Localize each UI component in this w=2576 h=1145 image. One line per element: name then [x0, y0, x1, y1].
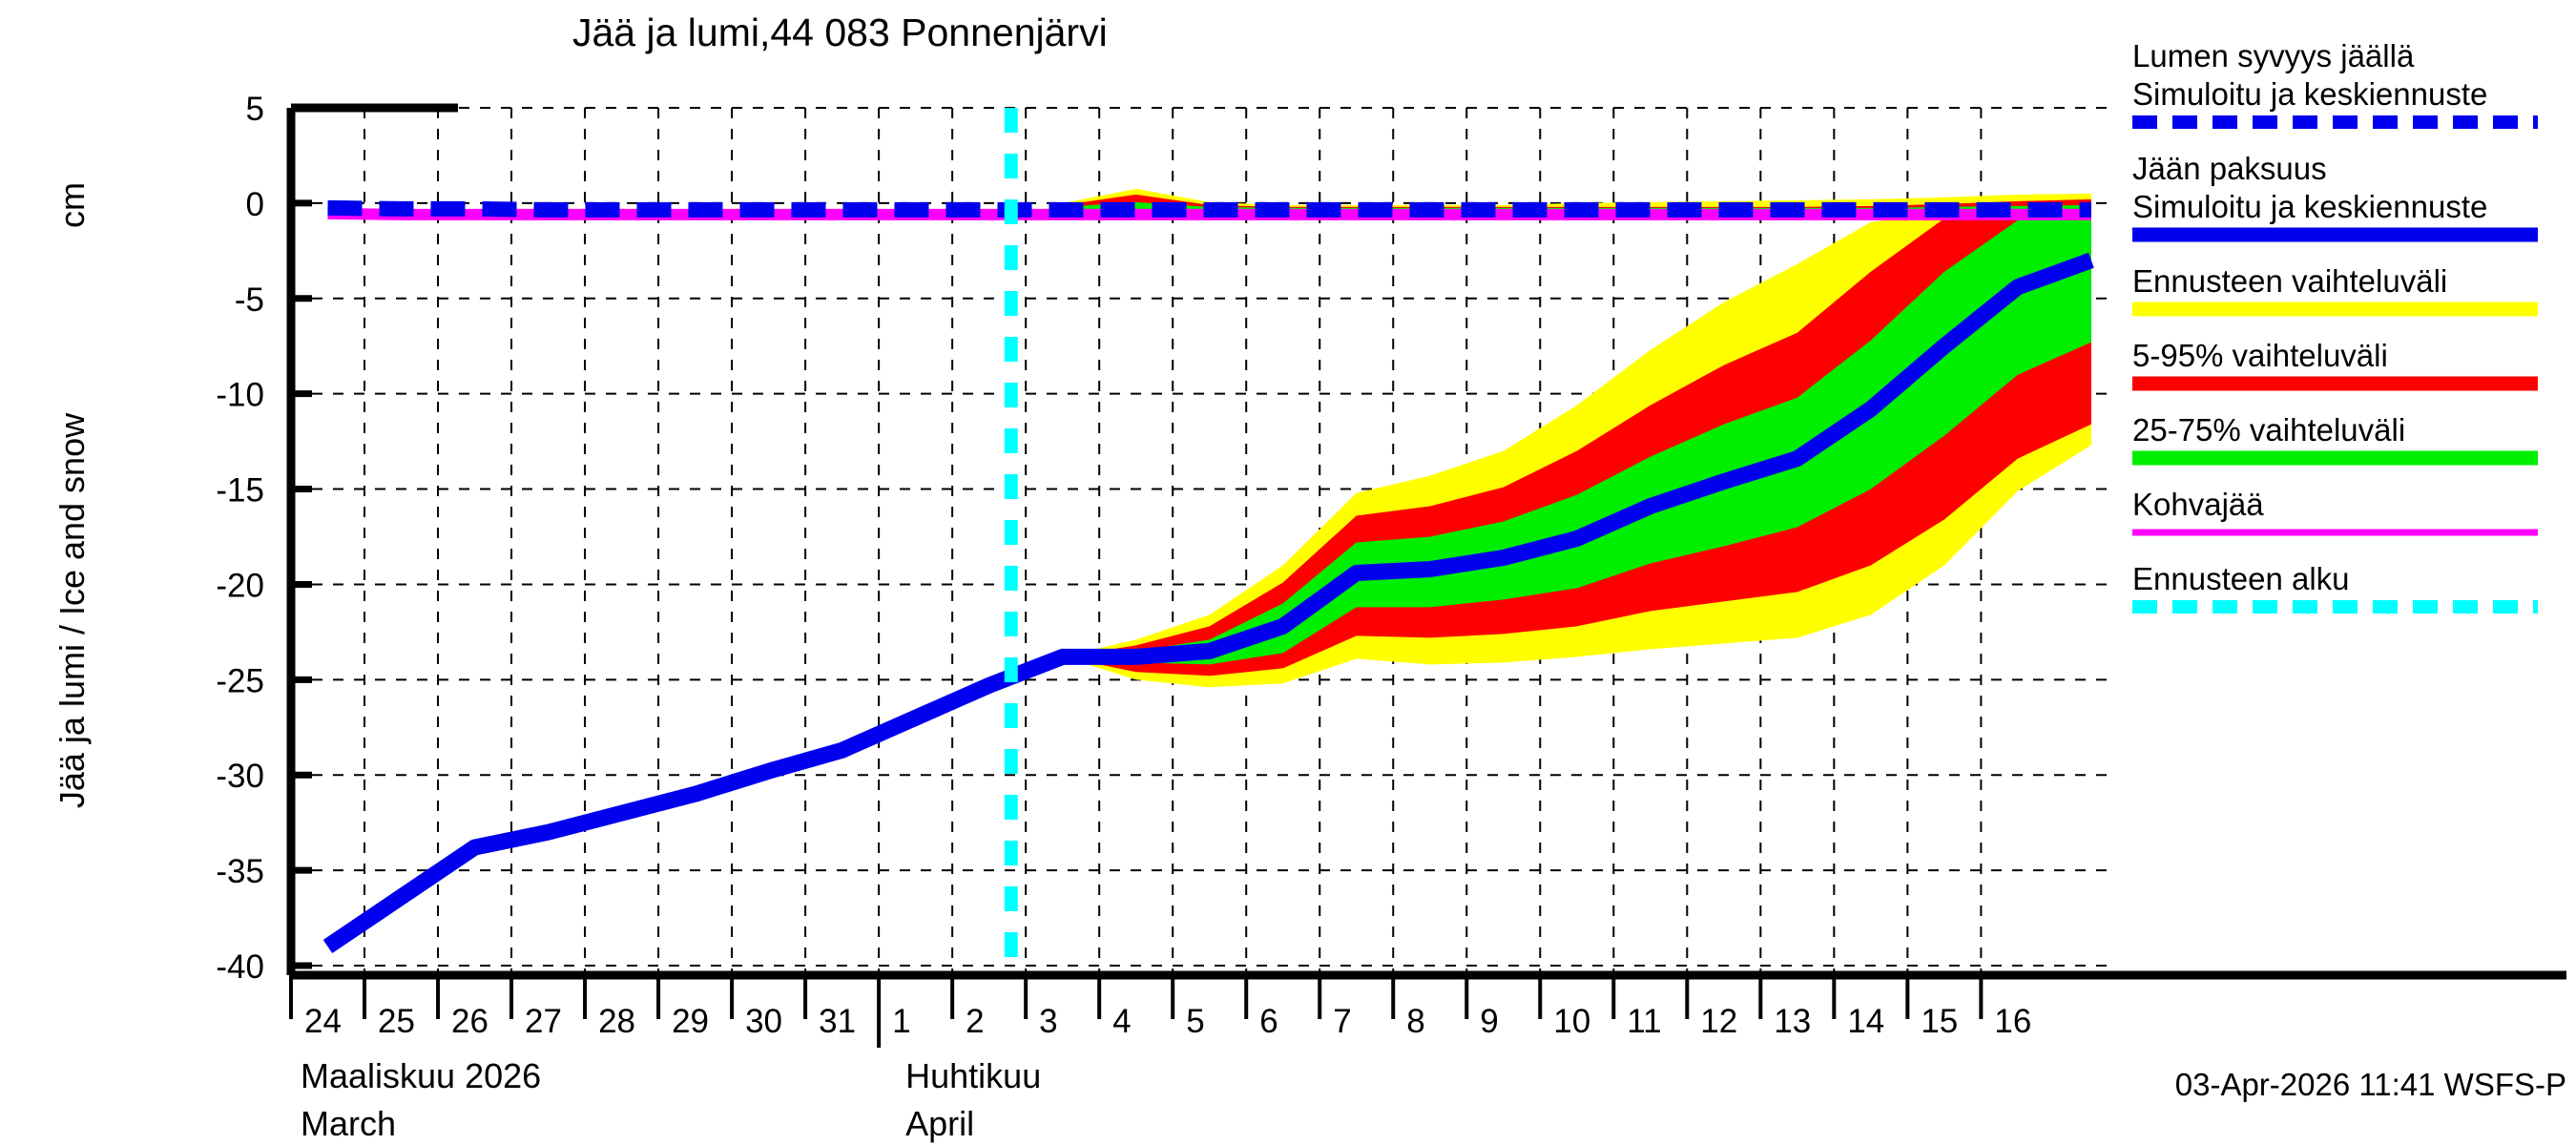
x-tick-label: 12: [1700, 1003, 1737, 1040]
x-axis-ticks: 24 25 26 27 28 29 30 31 1 2 3 4 5 6 7 8 9 10 11 12 13 14 15 16: [289, 975, 2031, 1048]
legend-heading: Lumen syvyys jäällä: [2132, 38, 2415, 73]
ice-thickness-mean-line: [322, 252, 2094, 954]
legend-item-label: Simuloitu ja keskiennuste: [2132, 189, 2487, 224]
band-5-95: [327, 208, 2091, 947]
x-tick-label: 7: [1333, 1003, 1351, 1040]
x-tick-label: 2: [966, 1003, 984, 1040]
x-tick-label: 30: [745, 1003, 782, 1040]
x-tick-label: 29: [672, 1003, 709, 1040]
svg-text:Jää ja lumi / Ice and snow: Jää ja lumi / Ice and snow: [52, 412, 92, 808]
y-tick-label: -20: [216, 567, 264, 604]
x-tick-label: 9: [1480, 1003, 1498, 1040]
legend-item-label: Simuloitu ja keskiennuste: [2132, 76, 2487, 112]
footer-timestamp: 03-Apr-2026 11:41 WSFS-P: [2175, 1067, 2566, 1102]
data-lines: [322, 199, 2094, 954]
y-tick-label: -10: [216, 377, 264, 414]
x-tick-label: 26: [451, 1003, 488, 1040]
x-tick-label: 8: [1406, 1003, 1424, 1040]
month-label-fi: Maaliskuu 2026: [301, 1056, 541, 1095]
x-tick-label: 28: [598, 1003, 635, 1040]
y-tick-label: 0: [246, 186, 264, 223]
month-labels: Maaliskuu 2026 March Huhtikuu April: [301, 1056, 1041, 1143]
month-label-fi: Huhtikuu: [905, 1056, 1041, 1095]
legend-item-label: Kohvajää: [2132, 487, 2264, 522]
snow-depth-mean-line: [327, 199, 2091, 218]
x-tick-label: 14: [1847, 1003, 1884, 1040]
y-axis-ticks: 5 0 -5 -10 -15 -20 -25 -30 -35 -40: [216, 91, 312, 986]
x-tick-label: 13: [1774, 1003, 1811, 1040]
x-tick-label: 27: [525, 1003, 562, 1040]
band-forecast-range: [327, 206, 2091, 947]
x-tick-label: 10: [1553, 1003, 1590, 1040]
month-label-en: April: [905, 1104, 974, 1143]
x-tick-label: 4: [1112, 1003, 1131, 1040]
month-label-en: March: [301, 1104, 396, 1143]
legend-heading: Jään paksuus: [2132, 151, 2327, 186]
x-tick-label: 1: [892, 1003, 910, 1040]
y-tick-label: -5: [235, 281, 264, 319]
x-tick-label: 16: [1994, 1003, 2031, 1040]
axes: [286, 103, 2566, 980]
x-tick-label: 15: [1921, 1003, 1958, 1040]
legend-item-label: Ennusteen alku: [2132, 561, 2350, 596]
x-tick-label: 3: [1039, 1003, 1057, 1040]
x-tick-label: 11: [1627, 1003, 1661, 1040]
svg-text:cm: cm: [52, 182, 92, 228]
grid-lines: [291, 107, 2113, 975]
legend-item-label: 25-75% vaihteluväli: [2132, 412, 2405, 448]
y-tick-label: 5: [246, 91, 264, 128]
y-tick-label: -30: [216, 758, 264, 795]
page-title: Jää ja lumi,44 083 Ponnenjärvi: [572, 10, 1108, 54]
x-tick-label: 31: [819, 1003, 856, 1040]
y-tick-label: -15: [216, 472, 264, 510]
x-tick-label: 6: [1259, 1003, 1278, 1040]
x-tick-label: 5: [1186, 1003, 1204, 1040]
y-axis-label: Jää ja lumi / Ice and snow cm: [52, 182, 92, 808]
y-tick-label: -40: [216, 948, 264, 986]
legend-item-label: Ennusteen vaihteluväli: [2132, 263, 2447, 299]
y-tick-label: -35: [216, 853, 264, 890]
x-tick-label: 25: [378, 1003, 415, 1040]
legend-item-label: 5-95% vaihteluväli: [2132, 338, 2388, 373]
y-tick-label: -25: [216, 662, 264, 699]
x-tick-label: 24: [304, 1003, 342, 1040]
